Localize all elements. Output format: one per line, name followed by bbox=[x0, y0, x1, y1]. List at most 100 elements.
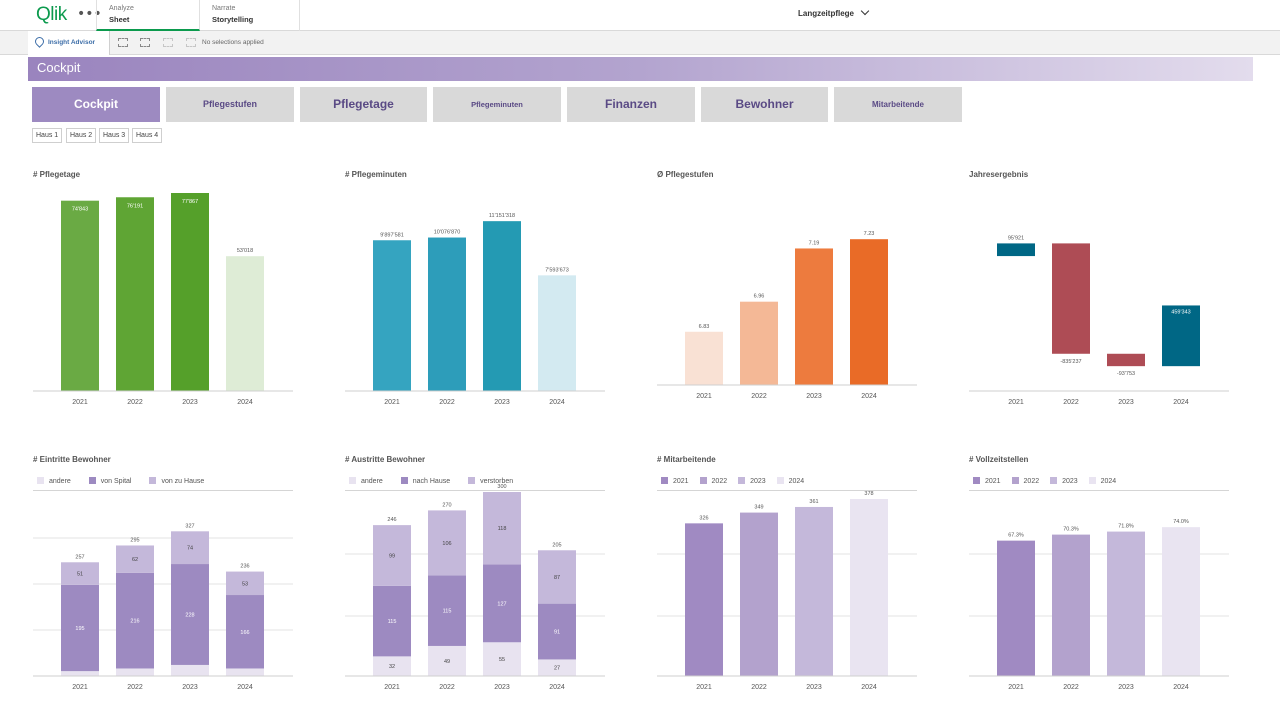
legend-divider bbox=[657, 490, 917, 491]
x-tick-label: 2023 bbox=[1118, 684, 1134, 691]
nav-button-pflegestufen[interactable]: Pflegestufen bbox=[166, 87, 294, 122]
chart-mitarbeitende[interactable]: 326 349 361 378 2021 2022 2023 2024 bbox=[657, 491, 917, 702]
legend-item[interactable]: 2024 bbox=[776, 477, 804, 485]
data-label: 70.3% bbox=[1063, 527, 1079, 533]
bar-segment bbox=[226, 595, 264, 669]
bar bbox=[997, 540, 1035, 676]
tab-narrate[interactable]: Narrate Storytelling bbox=[200, 0, 300, 31]
chart-pflegestufen[interactable]: 6.83 6.96 7.19 7.23 2021 2022 2023 2024 bbox=[657, 185, 917, 415]
legend-item[interactable]: von Spital bbox=[88, 477, 132, 485]
x-tick-label: 2022 bbox=[127, 684, 143, 691]
legend-austritte: andere nach Hause verstorben bbox=[349, 477, 529, 489]
legend-item[interactable]: 2022 bbox=[699, 477, 727, 485]
chart-pflegetage[interactable]: 74'843 76'191 77'867 53'018 2021 2022 2023 2024 bbox=[33, 185, 293, 415]
tab-narrate-label: Narrate bbox=[212, 5, 236, 12]
legend-item[interactable]: 2022 bbox=[1011, 477, 1039, 485]
nav-button-finanzen[interactable]: Finanzen bbox=[567, 87, 695, 122]
legend-item[interactable]: andere bbox=[349, 477, 383, 485]
nav-button-bewohner[interactable]: Bewohner bbox=[701, 87, 828, 122]
data-label: 51 bbox=[77, 572, 83, 578]
more-icon[interactable]: ••• bbox=[77, 6, 102, 22]
nav-button-pflegeminuten[interactable]: Pflegeminuten bbox=[433, 87, 561, 122]
data-label: 7.19 bbox=[809, 240, 820, 246]
data-label: 349 bbox=[754, 505, 763, 511]
x-tick-label: 2021 bbox=[1008, 684, 1024, 691]
x-tick-label: 2022 bbox=[751, 393, 767, 400]
data-label: 361 bbox=[809, 499, 818, 505]
legend-divider bbox=[345, 490, 605, 491]
bar bbox=[740, 301, 778, 385]
data-label: 7'593'673 bbox=[545, 267, 569, 273]
legend-item[interactable]: 2024 bbox=[1088, 477, 1116, 485]
total-label: 205 bbox=[552, 542, 561, 548]
data-label: -835'237 bbox=[1060, 359, 1081, 365]
data-label: 10'076'870 bbox=[434, 230, 461, 236]
filter-haus-1[interactable]: Haus 1 bbox=[32, 128, 63, 143]
legend-item[interactable]: 2021 bbox=[973, 477, 1001, 485]
total-label: 295 bbox=[130, 537, 139, 543]
bar bbox=[483, 221, 521, 391]
x-tick-label: 2022 bbox=[1063, 684, 1079, 691]
x-tick-label: 2024 bbox=[1173, 399, 1189, 406]
chart-eintritte[interactable]: 195 51 257 216 62 295 228 74 327 166 53 236 2021 2022… bbox=[33, 492, 293, 702]
nav-button-mitarbeitende[interactable]: Mitarbeitende bbox=[834, 87, 962, 122]
data-label: 74.0% bbox=[1173, 519, 1189, 525]
bar-segment bbox=[61, 671, 99, 676]
legend-item[interactable]: von zu Hause bbox=[149, 477, 204, 485]
legend-item[interactable]: nach Hause bbox=[400, 477, 450, 485]
chart-title-pflegeminuten: # Pflegeminuten bbox=[345, 170, 407, 179]
filter-haus-4[interactable]: Haus 4 bbox=[132, 128, 163, 143]
total-label: 300 bbox=[497, 484, 506, 490]
data-label: 228 bbox=[185, 612, 194, 618]
bar bbox=[61, 200, 99, 391]
bar bbox=[1107, 531, 1145, 676]
app-selector[interactable]: Langzeitpflege bbox=[798, 6, 870, 18]
data-label: 27 bbox=[554, 666, 560, 672]
bar bbox=[795, 506, 833, 676]
qlik-logo[interactable]: Qlik bbox=[36, 4, 67, 25]
bar-segment bbox=[61, 562, 99, 585]
data-label: 76'191 bbox=[127, 203, 143, 209]
bar-segment bbox=[373, 525, 411, 586]
step-forward-icon[interactable] bbox=[186, 38, 196, 47]
nav-button-pflegetage[interactable]: Pflegetage bbox=[300, 87, 427, 122]
chevron-down-icon bbox=[860, 6, 870, 16]
chart-jahresergebnis[interactable]: 95'921 -835'237 -93'753 459'343 2021 2022 2023… bbox=[969, 185, 1229, 415]
bar bbox=[1052, 243, 1090, 354]
insight-advisor-button[interactable]: Insight Advisor bbox=[28, 31, 110, 55]
tab-analyze[interactable]: Analyze Sheet bbox=[96, 0, 200, 31]
legend-item[interactable]: 2023 bbox=[738, 477, 766, 485]
bar-segment bbox=[538, 659, 576, 676]
bar bbox=[226, 256, 264, 391]
legend-item[interactable]: 2023 bbox=[1050, 477, 1078, 485]
total-label: 257 bbox=[75, 554, 84, 560]
chart-title-pflegetage: # Pflegetage bbox=[33, 170, 81, 179]
legend-item[interactable]: andere bbox=[37, 477, 71, 485]
legend-vollzeitstellen: 2021 2022 2023 2024 bbox=[973, 477, 1125, 489]
nav-button-cockpit[interactable]: Cockpit bbox=[32, 87, 160, 122]
bar bbox=[685, 523, 723, 676]
selection-tool-icon[interactable] bbox=[140, 38, 150, 47]
data-label: 74'843 bbox=[72, 207, 88, 213]
x-tick-label: 2023 bbox=[806, 684, 822, 691]
total-label: 327 bbox=[185, 523, 194, 529]
legend-item[interactable]: verstorben bbox=[468, 477, 513, 485]
chart-austritte[interactable]: 32 115 99 246 49 115 106 270 55 127 118 300 27 91 87 20… bbox=[345, 484, 605, 702]
step-back-icon[interactable] bbox=[163, 38, 173, 47]
x-tick-label: 2021 bbox=[1008, 399, 1024, 406]
total-label: 236 bbox=[240, 564, 249, 570]
sheet-title: Cockpit bbox=[37, 60, 81, 75]
bar bbox=[1107, 353, 1145, 367]
legend-item[interactable]: 2021 bbox=[661, 477, 689, 485]
smart-search-icon[interactable] bbox=[118, 38, 128, 47]
bar-segment bbox=[538, 603, 576, 660]
x-tick-label: 2023 bbox=[182, 399, 198, 406]
chart-vollzeitstellen[interactable]: 67.3% 70.3% 71.8% 74.0% 2021 2022 2023 2024 bbox=[969, 492, 1229, 702]
filter-haus-2[interactable]: Haus 2 bbox=[66, 128, 97, 143]
bar-segment bbox=[171, 531, 209, 565]
tab-analyze-sub: Sheet bbox=[109, 15, 130, 24]
bar bbox=[1052, 534, 1090, 676]
data-label: 32 bbox=[389, 664, 395, 670]
filter-haus-3[interactable]: Haus 3 bbox=[99, 128, 130, 143]
chart-pflegeminuten[interactable]: 9'897'581 10'076'870 11'151'318 7'593'673 20… bbox=[345, 185, 605, 415]
